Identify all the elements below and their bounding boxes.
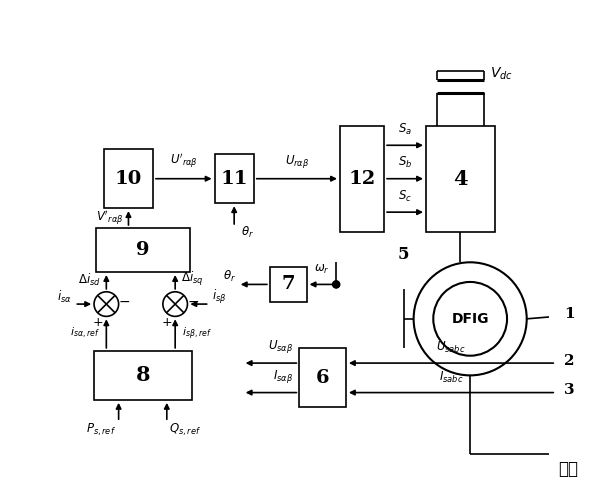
Text: 5: 5	[397, 246, 408, 264]
FancyBboxPatch shape	[299, 348, 346, 408]
Text: $\Delta i_{sq}$: $\Delta i_{sq}$	[181, 270, 204, 288]
Text: 2: 2	[564, 354, 574, 368]
Text: $U_{sabc}$: $U_{sabc}$	[436, 340, 466, 355]
Text: $U'_{r\alpha\beta}$: $U'_{r\alpha\beta}$	[170, 152, 198, 170]
Text: $\theta_r$: $\theta_r$	[241, 225, 253, 240]
Text: 8: 8	[136, 366, 150, 386]
Text: +: +	[161, 316, 172, 330]
FancyBboxPatch shape	[215, 154, 254, 204]
Text: $S_c$: $S_c$	[398, 188, 412, 204]
Text: −: −	[187, 294, 199, 308]
Text: $i_{s\alpha}$: $i_{s\alpha}$	[57, 289, 72, 305]
Text: 9: 9	[136, 241, 150, 259]
Text: $U_{s\alpha\beta}$: $U_{s\alpha\beta}$	[268, 338, 293, 355]
Text: 6: 6	[316, 369, 330, 387]
Text: $i_{s\alpha,ref}$: $i_{s\alpha,ref}$	[70, 326, 100, 341]
Text: $i_{s\beta,ref}$: $i_{s\beta,ref}$	[182, 326, 211, 342]
Text: 4: 4	[453, 168, 468, 188]
Text: 3: 3	[564, 383, 574, 397]
Circle shape	[553, 313, 560, 320]
FancyBboxPatch shape	[96, 228, 190, 272]
Circle shape	[553, 360, 560, 366]
Text: $P_{s,ref}$: $P_{s,ref}$	[86, 422, 116, 438]
Text: 7: 7	[282, 276, 295, 293]
Text: $S_a$: $S_a$	[398, 122, 412, 137]
Circle shape	[333, 281, 339, 288]
Text: 11: 11	[221, 170, 248, 188]
Text: $\Delta i_{sd}$: $\Delta i_{sd}$	[78, 272, 101, 287]
Text: 10: 10	[115, 170, 142, 188]
Text: $Q_{s,ref}$: $Q_{s,ref}$	[169, 422, 201, 438]
Text: DFIG: DFIG	[451, 312, 489, 326]
Text: $V_{dc}$: $V_{dc}$	[490, 66, 513, 82]
FancyBboxPatch shape	[426, 126, 494, 232]
Text: $I_{s\alpha\beta}$: $I_{s\alpha\beta}$	[273, 368, 293, 384]
FancyBboxPatch shape	[94, 351, 192, 400]
FancyBboxPatch shape	[104, 149, 153, 208]
FancyBboxPatch shape	[270, 266, 307, 302]
Text: $S_b$: $S_b$	[398, 155, 412, 170]
Text: −: −	[119, 294, 130, 308]
Text: $i_{s\beta}$: $i_{s\beta}$	[212, 288, 227, 306]
Text: 12: 12	[348, 170, 376, 188]
FancyBboxPatch shape	[340, 126, 384, 232]
Circle shape	[333, 281, 339, 288]
Text: $\omega_r$: $\omega_r$	[314, 262, 329, 276]
Text: 电网: 电网	[559, 460, 579, 478]
Text: +: +	[93, 316, 103, 330]
Text: $\theta_r$: $\theta_r$	[224, 269, 236, 284]
Text: $U_{r\alpha\beta}$: $U_{r\alpha\beta}$	[285, 153, 309, 170]
Circle shape	[553, 389, 560, 396]
Text: $V'_{r\alpha\beta}$: $V'_{r\alpha\beta}$	[96, 209, 124, 228]
Text: 1: 1	[564, 307, 574, 321]
Text: $I_{sabc}$: $I_{sabc}$	[439, 370, 464, 384]
